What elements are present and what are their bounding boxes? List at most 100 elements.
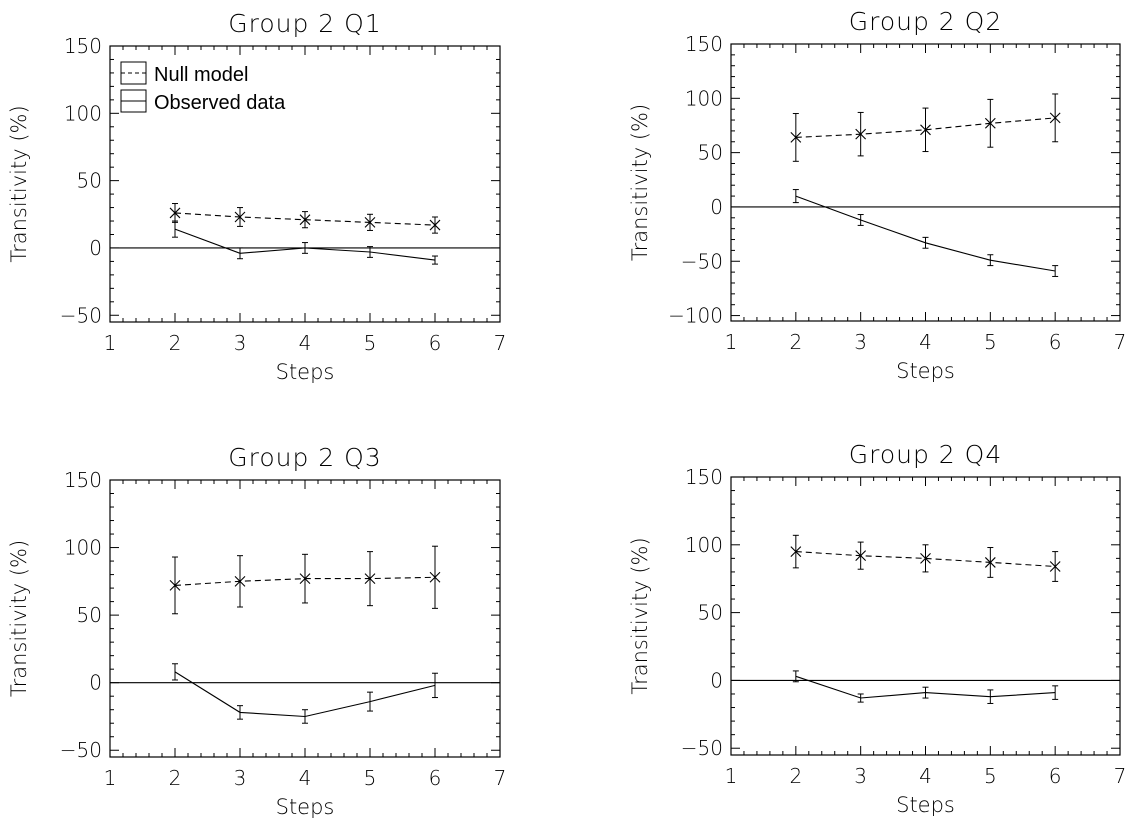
y-tick-label: 100 <box>685 533 723 557</box>
x-marker <box>855 128 867 140</box>
x-tick-label: 3 <box>854 330 867 354</box>
error-bar <box>237 705 243 720</box>
null-model-series <box>169 545 441 615</box>
x-marker <box>234 211 246 223</box>
x-tick-label: 4 <box>299 331 312 355</box>
y-tick-label: 100 <box>64 101 102 125</box>
x-marker <box>234 575 246 587</box>
x-axis-label: Steps <box>276 360 335 384</box>
y-axis-label: Transitivity (%) <box>628 104 652 261</box>
x-tick-label: 3 <box>234 331 247 355</box>
plot-frame <box>109 45 501 323</box>
x-axis-label: Steps <box>896 793 955 817</box>
plot-frame <box>730 476 1121 756</box>
observed-data-series <box>792 189 1059 277</box>
x-tick-label: 4 <box>299 766 312 790</box>
x-tick-label: 5 <box>364 331 377 355</box>
y-axis-label: Transitivity (%) <box>628 537 652 694</box>
chart-title: Group 2 Q2 <box>849 7 1003 36</box>
error-bar <box>172 663 178 681</box>
null-model-line <box>795 117 1056 138</box>
error-bar <box>792 670 799 683</box>
error-bar <box>1052 265 1059 277</box>
x-marker <box>299 573 311 585</box>
error-bar <box>922 236 929 249</box>
null-model-line <box>795 551 1056 568</box>
x-marker <box>920 552 931 564</box>
chart-panel-4: 1 2 3 4 5 6 7 −50 0 50 100 150 Group 2 Q4 Steps Transi… <box>628 440 1126 817</box>
error-bar <box>792 189 799 204</box>
x-marker <box>920 124 931 136</box>
observed-data-series <box>172 663 438 724</box>
x-tick-label: 5 <box>364 766 377 790</box>
y-tick-label: −50 <box>681 249 723 273</box>
x-marker <box>984 557 996 568</box>
x-tick-label: 1 <box>104 331 117 355</box>
chart-panel-2: 1 2 3 4 5 6 7 −100 −50 0 50 100 150 Group 2 Q2 Steps Tr… <box>628 7 1126 383</box>
y-tick-label: 0 <box>710 668 723 692</box>
error-bar <box>172 220 178 238</box>
x-tick-label: 5 <box>984 764 997 788</box>
x-tick-label: 1 <box>725 330 738 354</box>
x-marker <box>1049 112 1061 124</box>
x-tick-label: 7 <box>494 766 507 790</box>
x-marker <box>984 117 996 129</box>
chart-title: Group 2 Q1 <box>228 9 382 38</box>
x-marker <box>169 207 181 219</box>
x-tick-label: 6 <box>429 766 442 790</box>
error-bar <box>857 214 864 226</box>
y-tick-label: −50 <box>60 303 102 327</box>
y-tick-label: 100 <box>64 536 102 560</box>
x-tick-label: 7 <box>1114 764 1127 788</box>
x-marker <box>299 214 311 226</box>
y-tick-label: 150 <box>64 468 102 492</box>
x-marker <box>364 573 376 585</box>
x-tick-label: 6 <box>1049 330 1062 354</box>
y-tick-label: 50 <box>77 169 102 193</box>
x-tick-label: 2 <box>169 331 182 355</box>
y-tick-label: 50 <box>77 603 102 627</box>
x-tick-label: 7 <box>1114 330 1127 354</box>
error-bar <box>922 686 929 699</box>
error-bar <box>302 709 308 724</box>
null-model-series <box>169 203 441 234</box>
x-tick-label: 4 <box>919 764 932 788</box>
legend-entry-label: Observed data <box>154 92 286 114</box>
x-tick-label: 3 <box>854 764 867 788</box>
chart-title: Group 2 Q4 <box>849 440 1003 469</box>
x-marker <box>364 216 376 228</box>
x-marker <box>790 546 802 557</box>
null-model-series <box>790 93 1061 162</box>
x-tick-label: 6 <box>1049 764 1062 788</box>
null-model-series <box>790 534 1061 582</box>
error-bar <box>857 693 864 703</box>
chart-panel-1: 1 2 3 4 5 6 7 −50 0 50 100 150 Group 2 Q1 Steps Transi… <box>7 9 506 384</box>
x-marker <box>169 580 181 591</box>
error-bar <box>432 672 438 699</box>
x-tick-label: 1 <box>104 766 117 790</box>
x-tick-label: 6 <box>429 331 442 355</box>
x-marker <box>429 219 441 231</box>
x-tick-label: 4 <box>919 330 932 354</box>
y-tick-label: −50 <box>681 736 723 760</box>
y-tick-label: 150 <box>685 32 723 56</box>
y-tick-label: −100 <box>668 304 723 328</box>
x-tick-label: 2 <box>789 330 802 354</box>
y-axis-label: Transitivity (%) <box>7 540 31 697</box>
y-tick-label: 0 <box>89 671 102 695</box>
y-tick-label: 100 <box>685 86 723 110</box>
observed-data-series <box>792 670 1059 704</box>
x-axis-label: Steps <box>276 795 335 819</box>
y-tick-label: 0 <box>89 236 102 260</box>
x-tick-label: 2 <box>789 764 802 788</box>
error-bar <box>1052 685 1059 700</box>
error-bar <box>987 254 994 267</box>
plot-frame <box>730 43 1121 322</box>
error-bar <box>367 691 373 712</box>
y-tick-label: 50 <box>698 141 723 165</box>
y-tick-label: 50 <box>698 601 723 625</box>
error-bar <box>302 242 308 254</box>
error-bar <box>237 247 243 260</box>
y-axis-label: Transitivity (%) <box>7 105 31 262</box>
